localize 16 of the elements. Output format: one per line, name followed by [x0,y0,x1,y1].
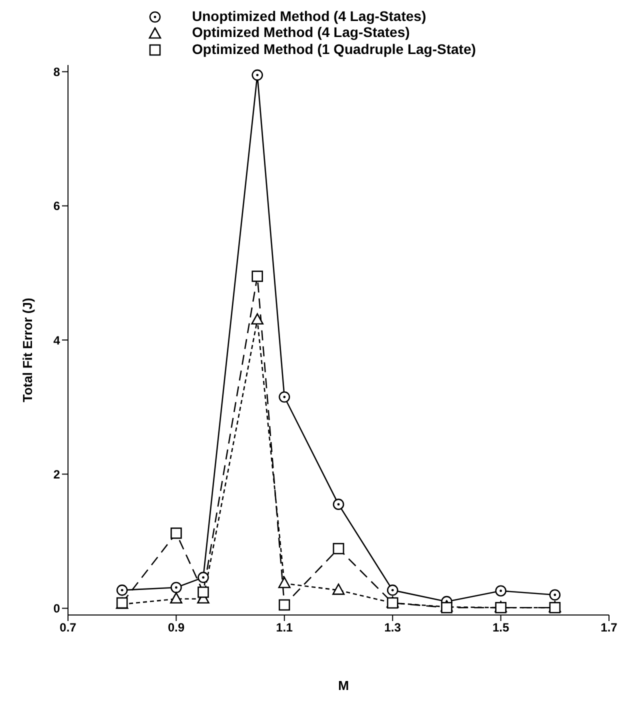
y-tick-label: 6 [53,199,60,214]
legend-label: Unoptimized Method (4 Lag-States) [192,8,426,24]
legend-label: Optimized Method (4 Lag-States) [192,24,410,40]
x-tick-label: 1.1 [276,620,294,635]
y-tick-label: 2 [53,467,60,482]
y-tick-label: 8 [53,64,60,79]
x-tick-label: 1.7 [600,620,618,635]
x-tick-label: 0.7 [60,620,77,635]
y-tick-label: 0 [53,602,60,616]
x-axis-title: M [337,678,350,693]
x-tick-label: 1.3 [384,620,402,635]
y-axis-title: Total Fit Error (J) [20,298,35,402]
y-tick-label: 4 [53,333,60,348]
x-tick-label: 1.5 [492,620,510,635]
legend-label: Optimized Method (1 Quadruple Lag-State) [192,40,476,57]
x-tick-label: 0.9 [168,620,185,635]
